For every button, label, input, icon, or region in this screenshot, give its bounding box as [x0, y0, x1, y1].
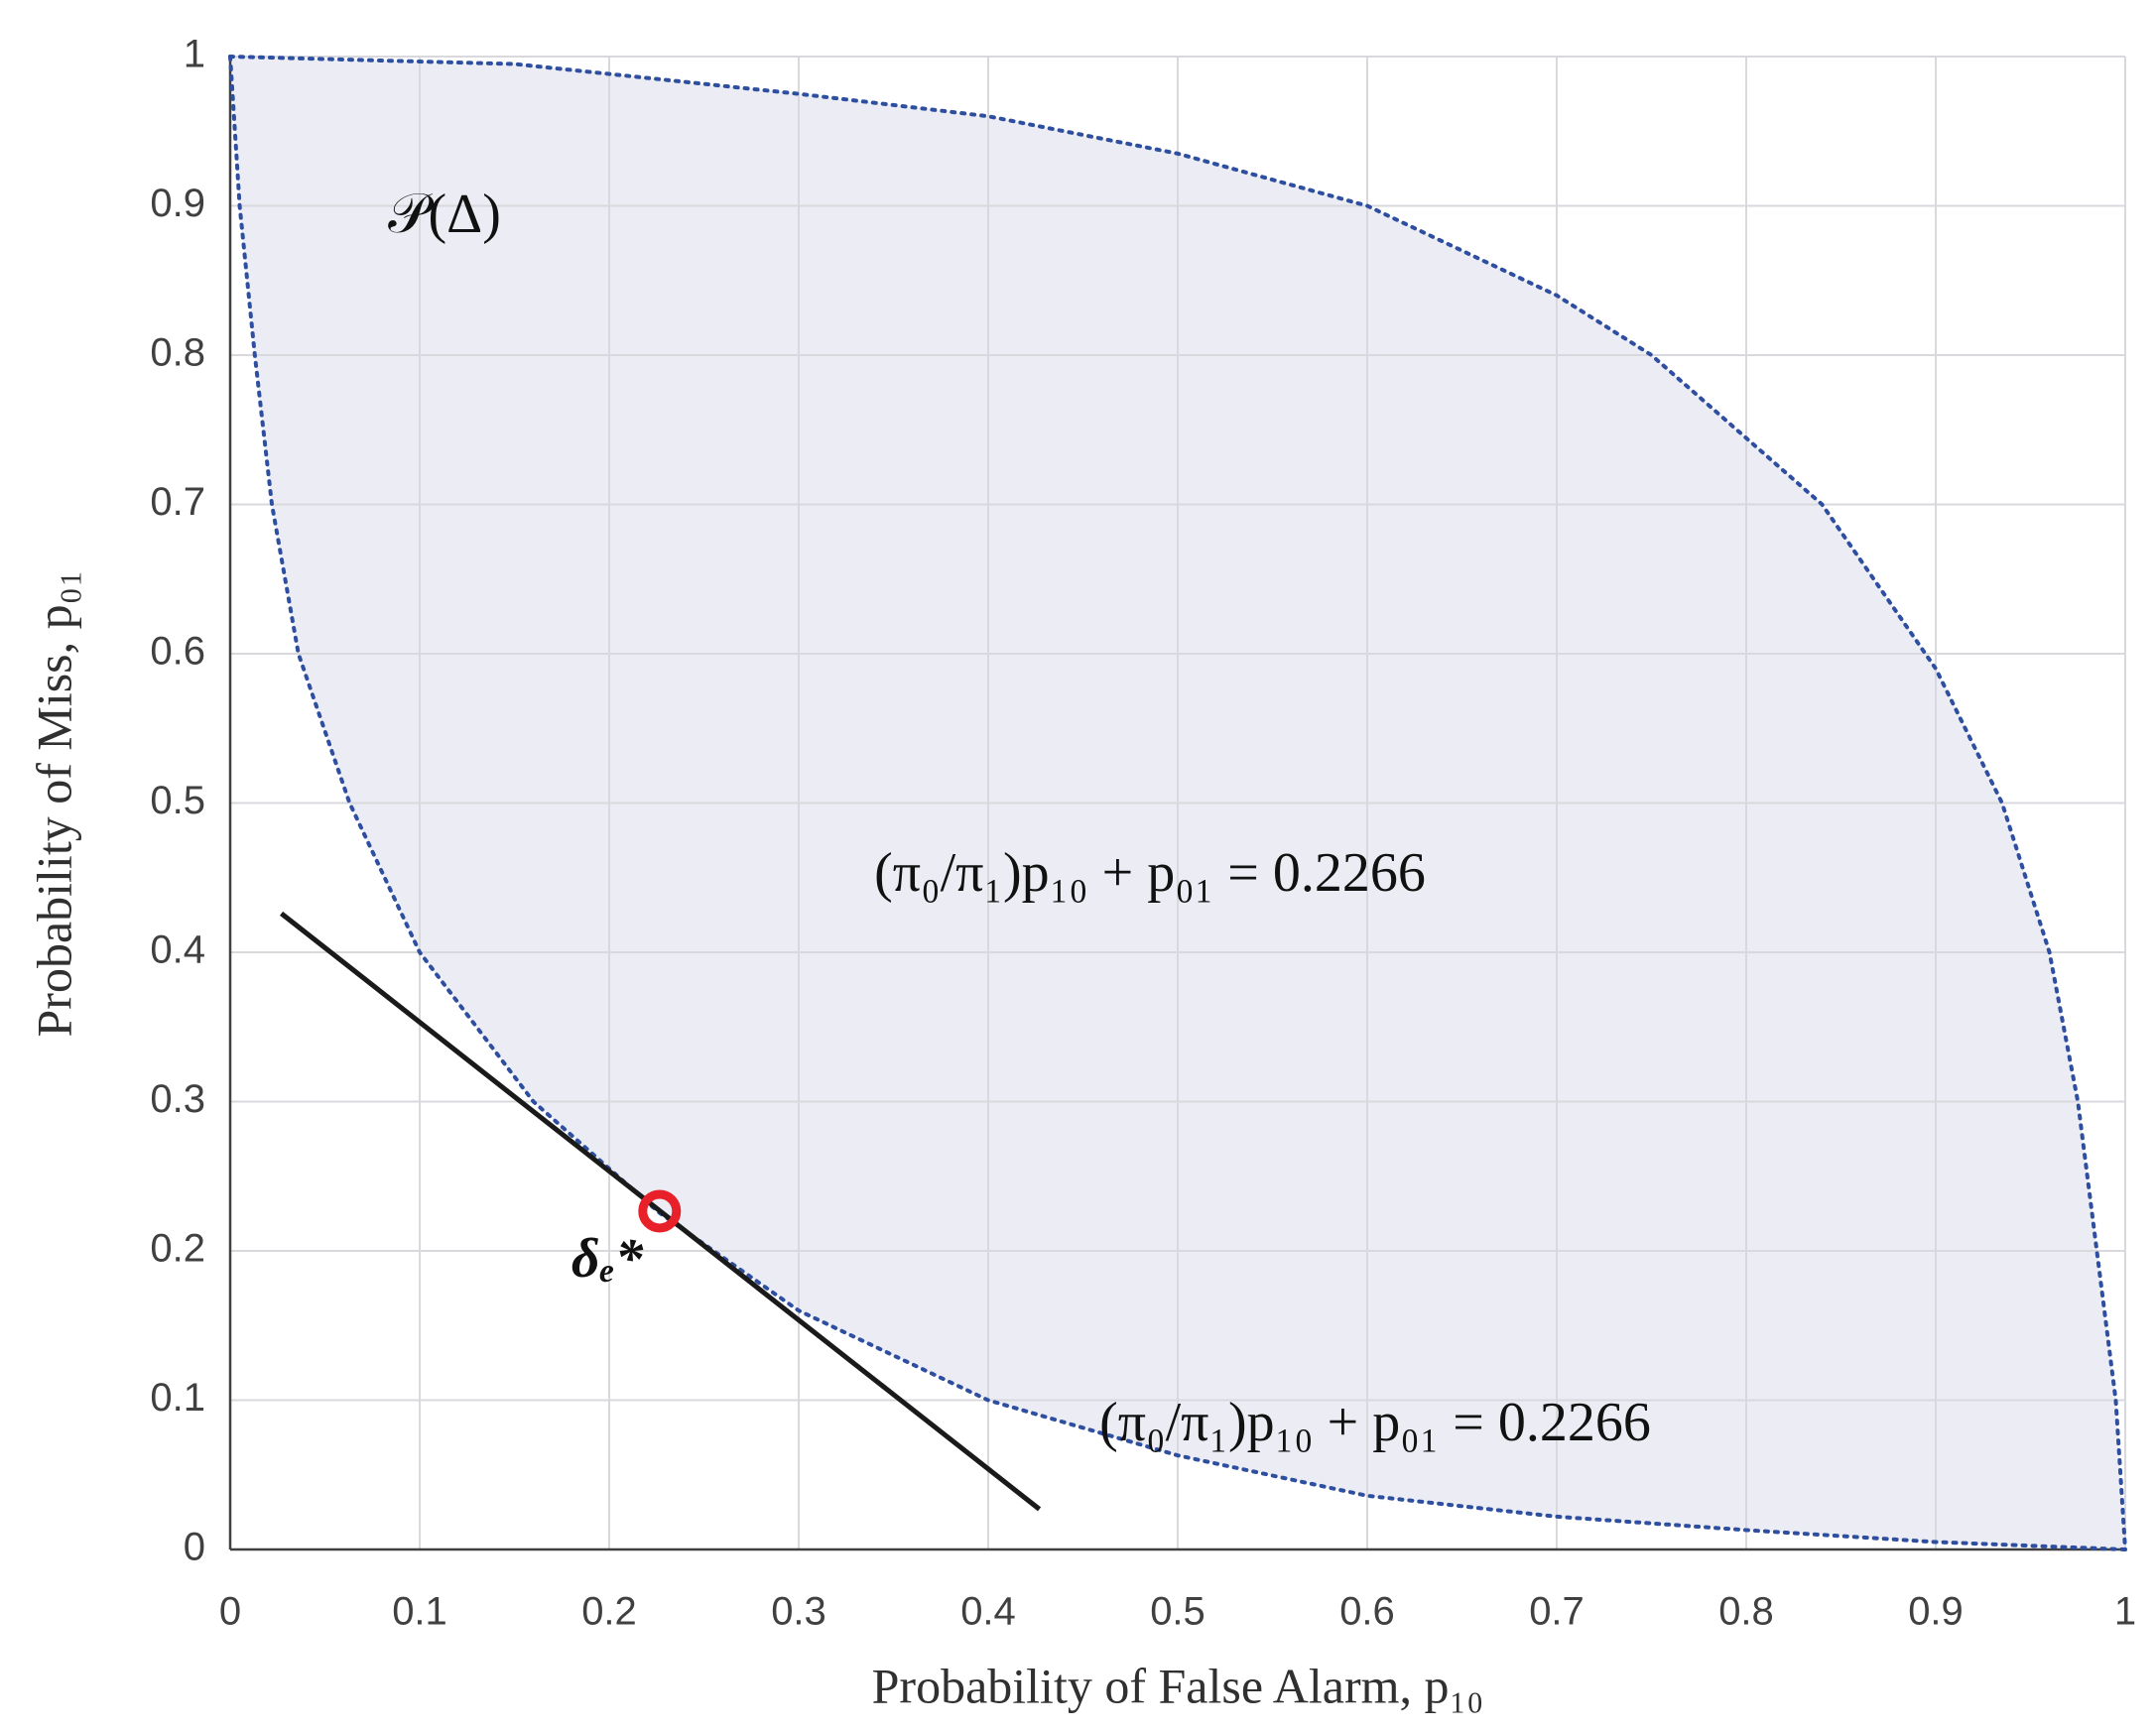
x-tick-label: 0.2: [581, 1590, 637, 1634]
x-tick-label: 0.6: [1339, 1590, 1395, 1634]
annotation: (π₀/π₁)p₁₀ + p₀₁ = 0.2266: [874, 842, 1426, 904]
y-tick-label: 0: [184, 1526, 205, 1569]
y-tick-label: 1: [184, 33, 205, 76]
x-tick-label: 0.7: [1529, 1590, 1585, 1634]
y-tick-label: 0.4: [150, 928, 205, 972]
x-tick-label: 0.4: [960, 1590, 1016, 1634]
annotation: (π₀/π₁)p₁₀ + p₀₁ = 0.2266: [1099, 1392, 1651, 1453]
y-tick-label: 0.6: [150, 630, 205, 674]
x-axis-label: Probability of False Alarm, p₁₀: [872, 1658, 1484, 1713]
annotation: 𝒫(Δ): [388, 184, 501, 245]
x-tick-label: 0.3: [771, 1590, 826, 1634]
y-tick-label: 0.3: [150, 1077, 205, 1121]
y-tick-label: 0.2: [150, 1227, 205, 1271]
y-tick-label: 0.1: [150, 1376, 205, 1420]
x-tick-label: 0.1: [392, 1590, 447, 1634]
y-tick-label: 0.5: [150, 779, 205, 822]
x-tick-label: 0.9: [1908, 1590, 1964, 1634]
y-axis-label: Probability of Miss, p₀₁: [26, 570, 81, 1038]
annotation: δₑ*: [571, 1228, 644, 1290]
x-tick-label: 0: [219, 1590, 241, 1634]
x-tick-label: 0.5: [1150, 1590, 1205, 1634]
tangent-line: [280, 911, 1042, 1512]
x-tick-label: 1: [2114, 1590, 2136, 1634]
y-tick-label: 0.7: [150, 480, 205, 524]
y-tick-label: 0.8: [150, 331, 205, 375]
optimum-point: [638, 1189, 682, 1233]
boundary-curve: [228, 55, 2127, 1551]
y-tick-label: 0.9: [150, 182, 205, 225]
x-tick-label: 0.8: [1718, 1590, 1774, 1634]
